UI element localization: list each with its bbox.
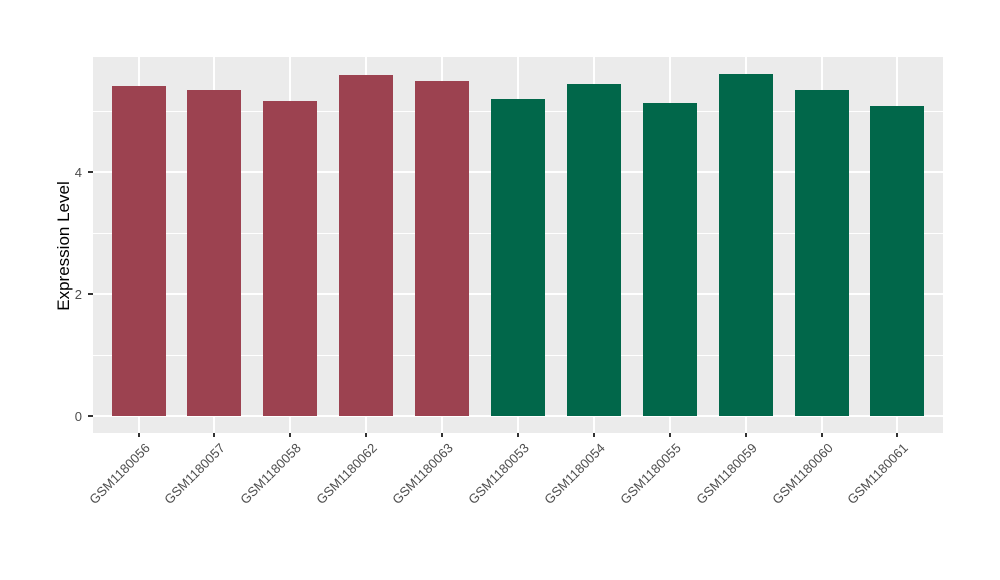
x-tick-mark-GSM1180062 xyxy=(365,433,368,437)
y-tick-mark-4 xyxy=(88,171,93,173)
x-tick-mark-GSM1180058 xyxy=(289,433,292,437)
bar-GSM1180061 xyxy=(870,106,925,416)
bar-GSM1180057 xyxy=(187,90,242,416)
bar-GSM1180063 xyxy=(415,81,470,416)
plot-panel xyxy=(93,57,943,433)
bar-GSM1180053 xyxy=(491,98,545,416)
bar-GSM1180055 xyxy=(642,103,697,416)
bar-GSM1180056 xyxy=(111,85,166,416)
x-tick-mark-GSM1180053 xyxy=(517,433,519,437)
y-tick-label-4: 4 xyxy=(74,164,82,180)
y-tick-mark-2 xyxy=(88,293,93,295)
bar-GSM1180058 xyxy=(263,101,318,416)
bar-GSM1180062 xyxy=(339,75,394,416)
x-tick-mark-GSM1180059 xyxy=(744,433,747,437)
x-tick-mark-GSM1180060 xyxy=(820,433,823,437)
y-tick-mark-0 xyxy=(88,415,93,417)
x-tick-mark-GSM1180056 xyxy=(137,433,140,437)
bar-GSM1180054 xyxy=(566,84,621,416)
x-tick-mark-GSM1180063 xyxy=(441,433,444,437)
x-tick-mark-GSM1180057 xyxy=(213,433,216,437)
y-tick-label-2: 2 xyxy=(74,286,82,302)
x-tick-mark-GSM1180054 xyxy=(592,433,595,437)
x-tick-mark-GSM1180055 xyxy=(668,433,671,437)
bar-GSM1180060 xyxy=(794,90,849,416)
y-tick-label-0: 0 xyxy=(74,408,82,424)
x-tick-mark-GSM1180061 xyxy=(896,433,899,437)
bar-GSM1180059 xyxy=(718,73,773,416)
